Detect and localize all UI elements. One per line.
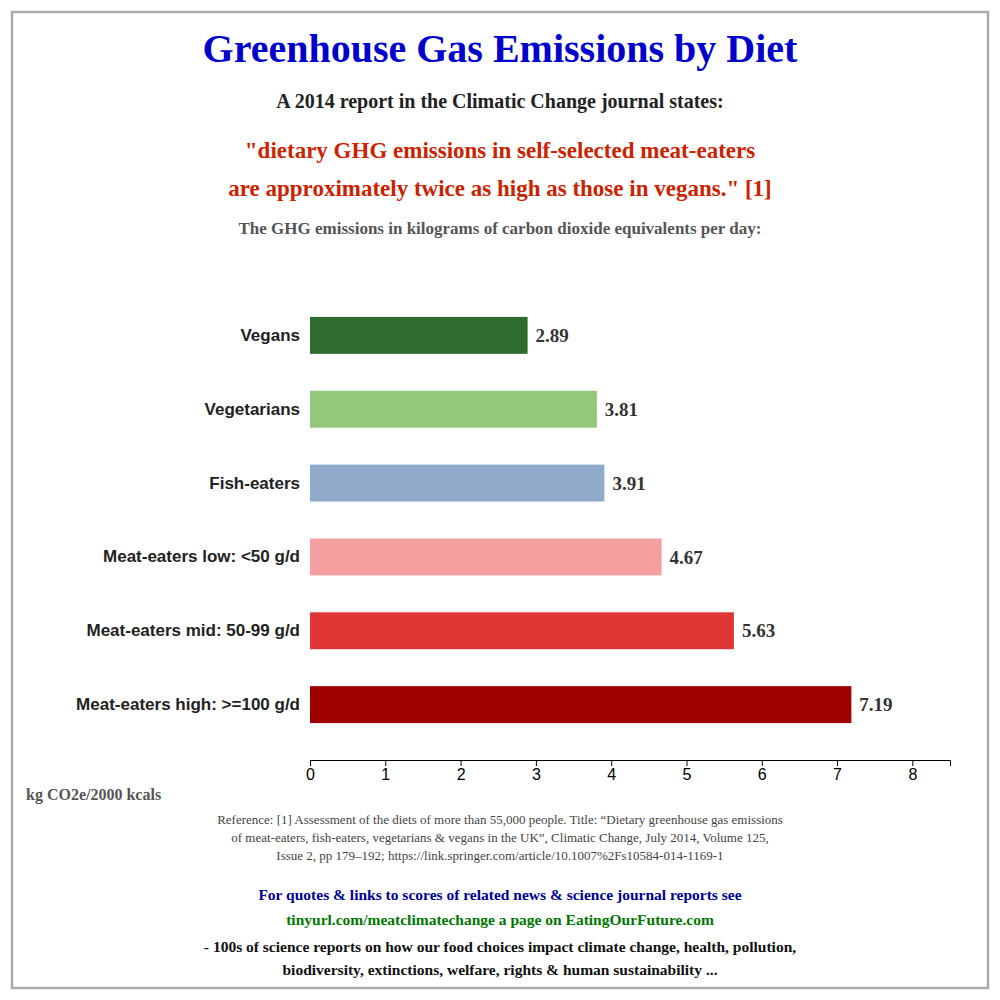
- y-tick-label: Meat-eaters low: <50 g/d: [103, 547, 300, 566]
- x-tick-label: 5: [683, 766, 692, 783]
- annotation: Issue 2, pp 179–192; https://link.spring…: [276, 848, 723, 863]
- y-tick: Vegans: [240, 326, 310, 345]
- y-tick: Fish-eaters: [209, 474, 310, 493]
- y-axis: Vegans Vegetarians Fish-eaters Meat-eaters …: [76, 326, 310, 714]
- bar: [310, 612, 734, 649]
- x-tick-label: 2: [457, 766, 466, 783]
- chart: Greenhouse Gas Emissions by Diet A 2014 r…: [0, 0, 1000, 1000]
- y-tick: Meat-eaters mid: 50-99 g/d: [86, 621, 310, 640]
- y-tick-label: Vegans: [240, 326, 300, 345]
- y-tick: Meat-eaters high: >=100 g/d: [76, 695, 310, 714]
- border: [12, 12, 988, 988]
- x-tick-mark: [912, 760, 913, 766]
- subtitle: A 2014 report in the Climatic Change jou…: [276, 90, 723, 113]
- title: Greenhouse Gas Emissions by Diet: [203, 26, 799, 71]
- data-label: 5.63: [742, 620, 775, 641]
- x-tick-label: 8: [908, 766, 917, 783]
- annotation: - 100s of science reports on how our foo…: [204, 938, 796, 955]
- bar: [310, 391, 597, 428]
- annotation: "dietary GHG emissions in self-selected …: [245, 138, 755, 163]
- annotation: biodiversity, extinctions, welfare, righ…: [282, 961, 717, 978]
- x-tick: 5: [683, 760, 692, 783]
- x-tick: 3: [532, 760, 541, 783]
- x-tick: 8: [908, 760, 917, 783]
- data-label: 2.89: [536, 325, 569, 346]
- data-label: 4.67: [670, 547, 704, 568]
- x-tick-mark: [310, 760, 311, 766]
- data-label: 3.81: [605, 399, 638, 420]
- x-axis-line: [311, 761, 951, 767]
- x-tick-label: 0: [306, 766, 315, 783]
- x-tick: 2: [457, 760, 466, 783]
- data-label: 7.19: [859, 694, 892, 715]
- x-tick-label: 6: [758, 766, 767, 783]
- x-tick-label: 4: [607, 766, 616, 783]
- x-tick-label: 3: [532, 766, 541, 783]
- annotation: For quotes & links to scores of related …: [258, 886, 741, 903]
- x-tick-mark: [536, 760, 537, 766]
- y-tick-label: Fish-eaters: [209, 474, 300, 493]
- bars: [310, 317, 851, 723]
- x-axis-label: kg CO2e/2000 kcals: [26, 786, 161, 804]
- x-tick-mark: [461, 760, 462, 766]
- data-labels: 2.89 3.81 3.91 4.67 5.63 7.19: [536, 325, 893, 715]
- bar: [310, 538, 662, 575]
- annotation: are approximately twice as high as those…: [228, 176, 771, 201]
- x-tick-mark: [762, 760, 763, 766]
- bar: [310, 317, 528, 354]
- bar: [310, 686, 851, 723]
- annotation: The GHG emissions in kilograms of carbon…: [239, 219, 762, 238]
- y-tick: Vegetarians: [205, 400, 310, 419]
- data-label: 3.91: [612, 473, 645, 494]
- x-tick: 4: [607, 760, 616, 783]
- annotation: tinyurl.com/meatclimatechange a page on …: [286, 911, 714, 928]
- y-tick-label: Vegetarians: [205, 400, 300, 419]
- x-tick-label: 7: [833, 766, 842, 783]
- y-tick-label: Meat-eaters mid: 50-99 g/d: [86, 621, 300, 640]
- x-tick: 0: [306, 760, 315, 783]
- y-tick-label: Meat-eaters high: >=100 g/d: [76, 695, 300, 714]
- x-tick-mark: [837, 760, 838, 766]
- annotation: of meat-eaters, fish-eaters, vegetarians…: [231, 830, 768, 845]
- x-tick: 7: [833, 760, 842, 783]
- x-tick-label: 1: [381, 766, 390, 783]
- x-axis: 0 1 2 3 4 5 6 7 8: [306, 760, 950, 783]
- y-tick: Meat-eaters low: <50 g/d: [103, 547, 310, 566]
- annotation: Reference: [1] Assessment of the diets o…: [217, 812, 783, 827]
- x-tick: 1: [381, 760, 390, 783]
- x-tick-mark: [611, 760, 612, 766]
- x-tick-mark: [385, 760, 386, 766]
- x-tick: 6: [758, 760, 767, 783]
- x-tick-mark: [686, 760, 687, 766]
- bar: [310, 465, 604, 502]
